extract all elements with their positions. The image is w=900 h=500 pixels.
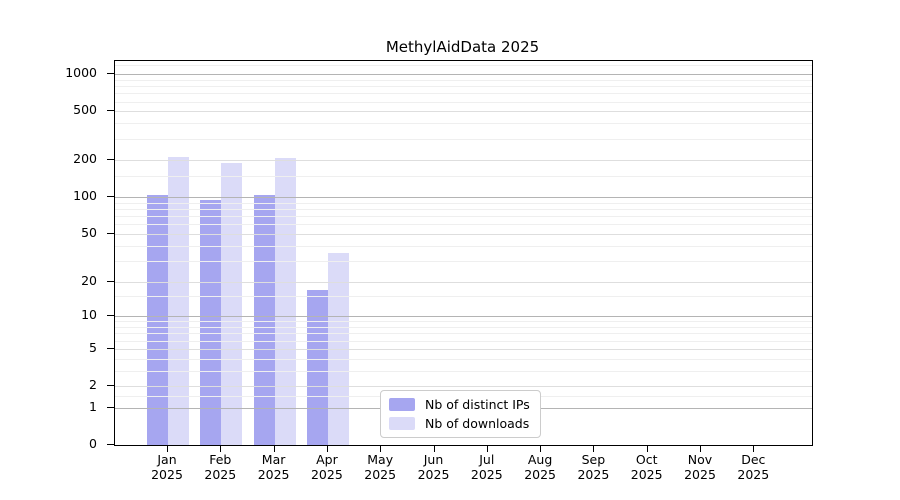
- legend-label: Nb of distinct IPs: [425, 397, 530, 412]
- y-tick-label: 200: [73, 151, 97, 167]
- x-tick-label-may: May 2025: [364, 452, 397, 482]
- gridline-500: [115, 111, 812, 113]
- y-tick-label: 2: [89, 377, 97, 393]
- gridline-3: [115, 370, 812, 372]
- gridline-200: [115, 160, 812, 162]
- y-tick-mark: [107, 196, 114, 198]
- x-tick-label-feb: Feb 2025: [204, 452, 237, 482]
- x-tick-mark: [540, 445, 542, 452]
- bar-jan-distinct-ips: [147, 194, 168, 445]
- y-tick-label: 1: [89, 398, 97, 414]
- bar-feb-downloads: [221, 163, 243, 445]
- gridline-400: [115, 123, 812, 125]
- bar-apr-distinct-ips: [306, 289, 328, 445]
- bar-jan-downloads: [168, 156, 189, 445]
- legend-item-distinct-ips: Nb of distinct IPs: [389, 397, 530, 412]
- x-tick-label-jun: Jun 2025: [417, 452, 450, 482]
- bar-mar-downloads: [274, 157, 296, 445]
- gridline-600: [115, 101, 812, 103]
- x-tick-label-sep: Sep 2025: [577, 452, 610, 482]
- y-tick-mark: [107, 315, 114, 317]
- y-tick-mark: [107, 110, 114, 112]
- legend-label: Nb of downloads: [425, 416, 530, 431]
- x-tick-label-nov: Nov 2025: [684, 452, 716, 482]
- gridline-90: [115, 202, 812, 204]
- gridline-150: [115, 175, 812, 177]
- gridline-20: [115, 281, 812, 283]
- gridline-7: [115, 333, 812, 335]
- gridline-1000: [115, 74, 812, 76]
- x-tick-label-dec: Dec 2025: [737, 452, 770, 482]
- x-tick-mark: [700, 445, 701, 452]
- gridline-100: [115, 197, 812, 199]
- gridline-700: [115, 93, 812, 95]
- x-tick-mark: [273, 445, 275, 452]
- y-tick-mark: [107, 73, 114, 75]
- gridline-9: [115, 321, 812, 323]
- y-tick-mark: [107, 385, 114, 387]
- y-tick-mark: [107, 347, 114, 349]
- x-tick-label-jul: Jul 2025: [470, 452, 503, 482]
- bar-mar-distinct-ips: [253, 194, 275, 445]
- x-tick-mark: [380, 445, 382, 452]
- y-tick-label: 5: [89, 339, 97, 355]
- x-tick-mark: [326, 445, 328, 452]
- gridline-8: [115, 327, 812, 329]
- y-tick-label: 20: [81, 272, 97, 288]
- x-tick-mark: [486, 445, 488, 452]
- y-tick-label: 0: [89, 436, 97, 451]
- y-tick-label: 100: [73, 188, 97, 204]
- legend-swatch-distinct-ips: [389, 398, 415, 411]
- gridline-300: [115, 138, 812, 140]
- x-tick-label-mar: Mar 2025: [257, 452, 290, 482]
- plot-area: [114, 60, 813, 446]
- legend-item-downloads: Nb of downloads: [389, 416, 530, 431]
- gridline-70: [115, 216, 812, 218]
- y-tick-label: 10: [81, 307, 97, 323]
- gridline-5: [115, 348, 812, 350]
- gridline-4: [115, 358, 812, 360]
- gridline-60: [115, 224, 812, 226]
- gridline-50: [115, 234, 812, 236]
- gridline-800: [115, 86, 812, 88]
- x-tick-mark: [167, 445, 168, 452]
- gridline-80: [115, 209, 812, 211]
- chart-title: MethylAidData 2025: [385, 38, 540, 56]
- gridline-900: [115, 79, 812, 81]
- y-tick-label: 500: [73, 102, 97, 118]
- x-tick-label-aug: Aug 2025: [524, 452, 556, 482]
- y-tick-mark: [107, 233, 114, 235]
- legend-swatch-downloads: [389, 417, 415, 430]
- gridline-40: [115, 245, 812, 247]
- y-tick-label: 1000: [65, 65, 97, 81]
- gridline-1200: [115, 64, 812, 66]
- x-tick-mark: [753, 445, 755, 452]
- gridline-6: [115, 340, 812, 342]
- y-tick-mark: [107, 280, 114, 282]
- y-tick-label: 50: [81, 225, 97, 241]
- x-tick-mark: [593, 445, 595, 452]
- x-tick-label-oct: Oct 2025: [630, 452, 663, 482]
- y-tick-mark: [107, 444, 114, 445]
- gridline-10: [115, 316, 812, 318]
- y-tick-mark: [107, 159, 114, 161]
- x-tick-mark: [220, 445, 222, 452]
- gridline-2: [115, 386, 812, 388]
- legend: Nb of distinct IPs Nb of downloads: [380, 390, 541, 438]
- x-tick-mark: [433, 445, 435, 452]
- y-tick-mark: [107, 406, 114, 408]
- x-tick-label-apr: Apr 2025: [310, 452, 343, 482]
- x-tick-mark: [646, 445, 648, 452]
- gridline-15: [115, 296, 812, 298]
- gridline-30: [115, 260, 812, 262]
- x-tick-label-jan: Jan 2025: [151, 452, 183, 482]
